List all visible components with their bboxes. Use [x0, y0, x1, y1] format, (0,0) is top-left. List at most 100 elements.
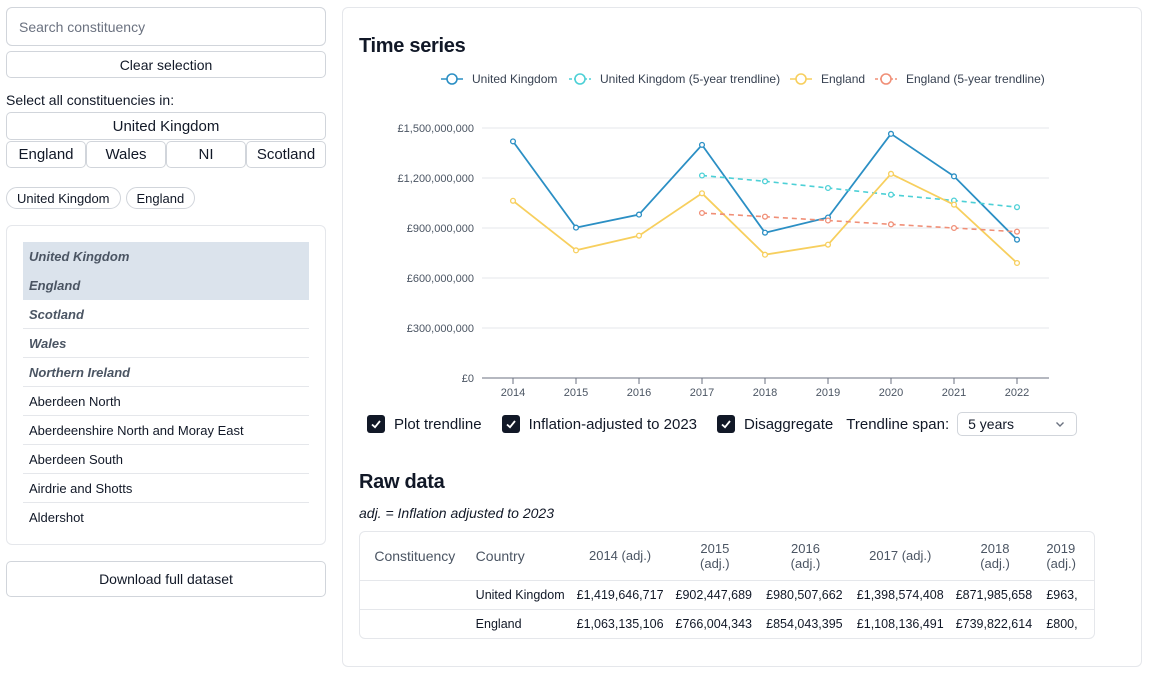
data-point — [1013, 204, 1021, 211]
list-item[interactable]: Aldershot — [29, 510, 84, 525]
data-point — [761, 213, 769, 220]
selected-chip[interactable]: England — [125, 187, 196, 209]
chart-controls: Plot trendline Inflation-adjusted to 202… — [367, 411, 1078, 437]
data-point — [887, 170, 895, 177]
data-point — [1013, 236, 1021, 243]
list-item[interactable]: Aberdeen South — [23, 445, 309, 474]
x-tick-label: 2014 — [501, 387, 525, 399]
selected-chip[interactable]: United Kingdom — [6, 187, 121, 209]
data-point — [887, 130, 895, 137]
data-point — [761, 178, 769, 185]
legend-label: England (5-year trendline) — [906, 72, 1045, 86]
column-header[interactable]: Constituency — [360, 532, 470, 581]
table-cell: £800, — [1046, 616, 1078, 631]
x-tick-label: 2017 — [690, 387, 714, 399]
trendline-span-label: Trendline span: — [846, 415, 950, 433]
x-tick-label: 2018 — [753, 387, 777, 399]
chevron-down-icon — [1056, 422, 1065, 427]
data-point — [950, 224, 958, 232]
column-header[interactable]: 2014 (adj.) — [570, 532, 670, 581]
rawdata-title: Raw data — [359, 471, 445, 493]
legend-label: England — [821, 72, 865, 86]
check-icon — [501, 415, 520, 433]
list-item[interactable]: England — [23, 271, 309, 300]
select-scotland-button[interactable]: Scotland — [246, 141, 326, 168]
table-cell: £854,043,395 — [766, 616, 843, 631]
x-tick-label: 2016 — [627, 387, 651, 399]
select-uk-button[interactable]: United Kingdom — [6, 112, 326, 140]
y-tick-label: £0 — [462, 373, 474, 385]
data-point — [761, 229, 769, 236]
data-point — [509, 197, 517, 204]
timeseries-title: Time series — [359, 35, 466, 57]
check-icon — [367, 415, 385, 433]
list-item[interactable]: Northern Ireland — [23, 358, 309, 387]
list-item[interactable]: Airdrie and Shotts — [23, 474, 309, 503]
data-point — [1013, 228, 1021, 235]
data-point — [572, 224, 580, 231]
table-cell: £963, — [1040, 580, 1094, 610]
legend-label: United Kingdom — [472, 72, 557, 86]
table-cell: £1,398,574,408 — [850, 580, 950, 610]
table-row: United Kingdom £1,419,646,717 £902,447,6… — [360, 580, 1094, 610]
select-ni-button[interactable]: NI — [166, 141, 246, 168]
disaggregate-label: Disaggregate — [744, 415, 834, 433]
data-point — [950, 173, 958, 180]
data-point — [635, 211, 643, 218]
trendline-span-value: 5 years — [968, 416, 1015, 432]
data-point — [698, 190, 706, 197]
table-cell: £1,419,646,717 — [570, 580, 670, 610]
sidebar: Clear selection Select all constituencie… — [6, 7, 326, 597]
raw-data-table: Constituency Country 2014 (adj.) 2015 (a… — [359, 531, 1095, 639]
column-header[interactable]: 2016 (adj.) — [760, 532, 851, 581]
column-header[interactable]: 2018 (adj.) — [949, 532, 1041, 581]
download-dataset-button[interactable]: Download full dataset — [6, 561, 326, 597]
table-header-row: Constituency Country 2014 (adj.) 2015 (a… — [360, 532, 1094, 581]
plot-trendline-label: Plot trendline — [394, 415, 482, 433]
inflation-note: adj. = Inflation adjusted to 2023 — [359, 505, 554, 521]
time-series-chart: £0 £300,000,000 £600,000,000 £900,000,000 £1… — [398, 72, 1049, 399]
data-point — [635, 232, 643, 239]
data-point — [887, 221, 895, 228]
list-item[interactable]: Wales — [23, 329, 309, 358]
data-point — [509, 138, 517, 145]
table-cell — [360, 609, 470, 638]
table-cell: £1,063,135,106 — [576, 616, 664, 631]
trendline-span-select[interactable]: 5 years — [957, 412, 1078, 436]
column-header[interactable]: 2015 (adj.) — [669, 532, 761, 581]
disaggregate-checkbox[interactable]: Disaggregate — [717, 415, 833, 433]
selected-chips: United Kingdom England — [6, 187, 326, 209]
y-tick-label: £900,000,000 — [407, 223, 474, 235]
table-cell: England — [475, 616, 522, 631]
data-point — [761, 251, 769, 258]
column-header[interactable]: Country — [469, 532, 571, 581]
select-england-button[interactable]: England — [6, 141, 86, 168]
data-point — [698, 141, 706, 148]
list-item[interactable]: United Kingdom — [23, 242, 309, 271]
list-item[interactable]: Aberdeenshire North and Moray East — [23, 416, 309, 445]
list-item[interactable]: Aberdeen North — [23, 387, 309, 416]
table-cell: £739,822,614 — [955, 616, 1033, 631]
inflation-adjusted-checkbox[interactable]: Inflation-adjusted to 2023 — [501, 415, 697, 433]
y-tick-label: £300,000,000 — [407, 323, 474, 335]
legend-label: United Kingdom (5-year trendline) — [600, 72, 780, 86]
table-cell: £766,004,343 — [675, 616, 752, 631]
search-input[interactable] — [6, 7, 326, 46]
select-wales-button[interactable]: Wales — [86, 141, 166, 168]
y-tick-label: £600,000,000 — [407, 273, 474, 285]
x-tick-label: 2015 — [564, 387, 588, 399]
column-header[interactable]: 2017 (adj.) — [850, 532, 950, 581]
table-cell — [360, 580, 470, 610]
column-header[interactable]: 2019 (adj.) — [1040, 532, 1094, 581]
legend-marker — [880, 73, 892, 85]
constituency-list: United Kingdom England Scotland Wales No… — [6, 225, 326, 545]
check-icon — [717, 415, 736, 433]
clear-selection-button[interactable]: Clear selection — [6, 51, 326, 78]
x-tick-label: 2021 — [942, 387, 966, 399]
table-cell: £871,985,658 — [949, 580, 1041, 610]
legend-marker — [795, 73, 807, 85]
list-item[interactable]: Scotland — [23, 300, 309, 329]
data-point — [572, 247, 580, 254]
data-point — [824, 217, 832, 224]
plot-trendline-checkbox[interactable]: Plot trendline — [367, 415, 482, 433]
